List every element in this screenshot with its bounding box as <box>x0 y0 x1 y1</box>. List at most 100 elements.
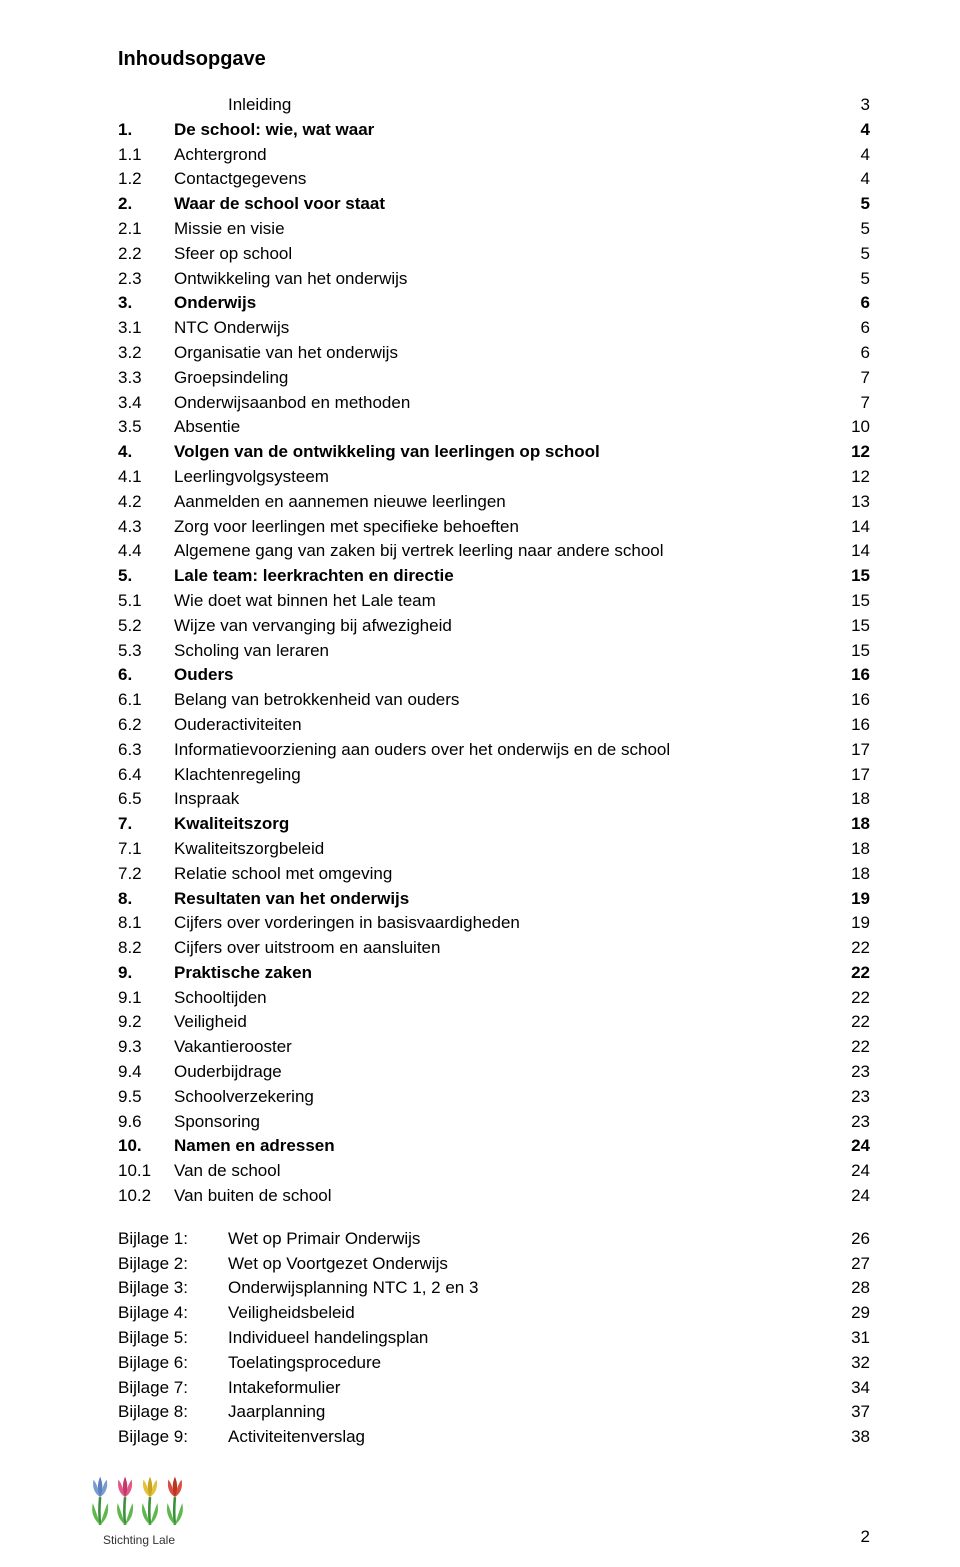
toc-row: 5.1Wie doet wat binnen het Lale team15 <box>118 589 870 613</box>
toc-row: 9.Praktische zaken22 <box>118 961 870 985</box>
toc-number: 3.1 <box>118 316 174 340</box>
toc-page: 4 <box>842 167 870 191</box>
toc-label: Onderwijsaanbod en methoden <box>174 391 842 415</box>
toc-label: Lale team: leerkrachten en directie <box>174 564 842 588</box>
toc-row: 9.2Veiligheid22 <box>118 1010 870 1034</box>
toc-label: Ouders <box>174 663 842 687</box>
toc-row: 9.6Sponsoring23 <box>118 1110 870 1134</box>
toc-row: 3.Onderwijs6 <box>118 291 870 315</box>
toc-label: Organisatie van het onderwijs <box>174 341 842 365</box>
toc-number: 8. <box>118 887 174 911</box>
toc-row: 3.4Onderwijsaanbod en methoden7 <box>118 391 870 415</box>
appendix-label: Bijlage 7: <box>118 1376 228 1400</box>
toc-page: 22 <box>842 1010 870 1034</box>
toc-label: Wijze van vervanging bij afwezigheid <box>174 614 842 638</box>
toc-page: 17 <box>842 738 870 762</box>
toc-number: 3.5 <box>118 415 174 439</box>
toc-label: Groepsindeling <box>174 366 842 390</box>
toc-row: Inleiding3 <box>118 93 870 117</box>
toc-page: 18 <box>842 837 870 861</box>
toc-label: Absentie <box>174 415 842 439</box>
toc-row: 2.1Missie en visie5 <box>118 217 870 241</box>
toc-label: Praktische zaken <box>174 961 842 985</box>
toc-row: 2.2Sfeer op school5 <box>118 242 870 266</box>
toc-number: 9.4 <box>118 1060 174 1084</box>
toc-label: Namen en adressen <box>174 1134 842 1158</box>
toc-page: 6 <box>842 316 870 340</box>
toc-page: 16 <box>842 688 870 712</box>
toc-number: 7. <box>118 812 174 836</box>
toc-number: 2.1 <box>118 217 174 241</box>
toc-label: Ouderbijdrage <box>174 1060 842 1084</box>
appendix-row: Bijlage 7:Intakeformulier34 <box>118 1376 870 1400</box>
toc-row: 4.2Aanmelden en aannemen nieuwe leerling… <box>118 490 870 514</box>
toc-row: 2.3Ontwikkeling van het onderwijs5 <box>118 267 870 291</box>
toc-page: 22 <box>842 1035 870 1059</box>
toc-page: 14 <box>842 515 870 539</box>
toc-row: 5.Lale team: leerkrachten en directie15 <box>118 564 870 588</box>
toc-page: 3 <box>842 93 870 117</box>
toc-page: 4 <box>842 143 870 167</box>
toc-number: 1. <box>118 118 174 142</box>
toc-label: Ouderactiviteiten <box>174 713 842 737</box>
toc-number: 10.2 <box>118 1184 174 1208</box>
toc-row: 3.1NTC Onderwijs6 <box>118 316 870 340</box>
appendix-title: Onderwijsplanning NTC 1, 2 en 3 <box>228 1276 842 1300</box>
toc-number: 3. <box>118 291 174 315</box>
appendix-label: Bijlage 6: <box>118 1351 228 1375</box>
toc-row: 9.3Vakantierooster22 <box>118 1035 870 1059</box>
appendix-row: Bijlage 6:Toelatingsprocedure32 <box>118 1351 870 1375</box>
toc-label: Informatievoorziening aan ouders over he… <box>174 738 842 762</box>
toc-number: 7.2 <box>118 862 174 886</box>
toc-page: 15 <box>842 564 870 588</box>
toc-number: 8.2 <box>118 936 174 960</box>
toc-page: 7 <box>842 366 870 390</box>
appendix-title: Individueel handelingsplan <box>228 1326 842 1350</box>
toc-number: 4. <box>118 440 174 464</box>
toc-page: 23 <box>842 1060 870 1084</box>
toc-page: 24 <box>842 1159 870 1183</box>
toc-page: 16 <box>842 713 870 737</box>
toc-number: 2.2 <box>118 242 174 266</box>
appendix-title: Wet op Primair Onderwijs <box>228 1227 842 1251</box>
toc-number: 3.4 <box>118 391 174 415</box>
tulip-logo-icon <box>84 1471 194 1535</box>
toc-row: 8.Resultaten van het onderwijs19 <box>118 887 870 911</box>
toc-page: 15 <box>842 639 870 663</box>
appendix-row: Bijlage 4:Veiligheidsbeleid29 <box>118 1301 870 1325</box>
appendix-title: Wet op Voortgezet Onderwijs <box>228 1252 842 1276</box>
appendix-row: Bijlage 2:Wet op Voortgezet Onderwijs27 <box>118 1252 870 1276</box>
appendix-row: Bijlage 8:Jaarplanning37 <box>118 1400 870 1424</box>
toc-row: 1.1Achtergrond4 <box>118 143 870 167</box>
appendix-label: Bijlage 5: <box>118 1326 228 1350</box>
toc-label: Belang van betrokkenheid van ouders <box>174 688 842 712</box>
toc-row: 6.1Belang van betrokkenheid van ouders16 <box>118 688 870 712</box>
toc-page: 19 <box>842 911 870 935</box>
toc-page: 12 <box>842 440 870 464</box>
toc-page: 10 <box>842 415 870 439</box>
toc-row: 9.4Ouderbijdrage23 <box>118 1060 870 1084</box>
toc-number: 5.1 <box>118 589 174 613</box>
toc-row: 7.1Kwaliteitszorgbeleid18 <box>118 837 870 861</box>
toc-number: 6.3 <box>118 738 174 762</box>
toc-page: 19 <box>842 887 870 911</box>
toc-number: 4.1 <box>118 465 174 489</box>
appendix-list: Bijlage 1:Wet op Primair Onderwijs26Bijl… <box>118 1227 870 1449</box>
toc-page: 5 <box>842 267 870 291</box>
toc-page: 24 <box>842 1134 870 1158</box>
toc-label: Achtergrond <box>174 143 842 167</box>
toc-number: 7.1 <box>118 837 174 861</box>
toc-label: Kwaliteitszorg <box>174 812 842 836</box>
toc-page: 5 <box>842 192 870 216</box>
toc-label: De school: wie, wat waar <box>174 118 842 142</box>
appendix-title: Toelatingsprocedure <box>228 1351 842 1375</box>
appendix-row: Bijlage 1:Wet op Primair Onderwijs26 <box>118 1227 870 1251</box>
table-of-contents: Inleiding31.De school: wie, wat waar41.1… <box>118 93 870 1208</box>
toc-label: Resultaten van het onderwijs <box>174 887 842 911</box>
toc-row: 8.2Cijfers over uitstroom en aansluiten2… <box>118 936 870 960</box>
toc-number: 9.2 <box>118 1010 174 1034</box>
appendix-label: Bijlage 1: <box>118 1227 228 1251</box>
toc-page: 6 <box>842 291 870 315</box>
appendix-page: 34 <box>842 1376 870 1400</box>
toc-label: Klachtenregeling <box>174 763 842 787</box>
